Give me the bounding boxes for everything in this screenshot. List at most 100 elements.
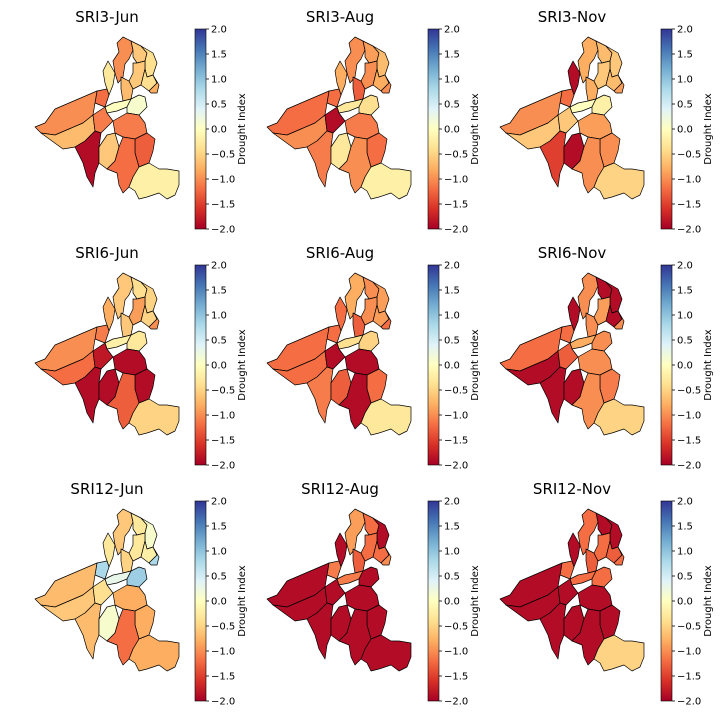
colorbar-gradient xyxy=(660,28,673,230)
sub-basin-9 xyxy=(613,546,625,566)
sub-basin-11 xyxy=(358,94,380,116)
sub-basin-18 xyxy=(599,132,621,168)
colorbar-tick-label: 0.5 xyxy=(444,572,460,583)
map-panel-sri3-aug: SRI3-Aug 2.0 1.5 1.0 0.5 0.0 −0.5 −1.0 −1.5 −2.0 D… xyxy=(266,8,481,236)
colorbar: 2.0 1.5 1.0 0.5 0.0 −0.5 −1.0 −1.5 −2.0 Drought I… xyxy=(660,261,714,472)
colorbar-tick-label: 2.0 xyxy=(677,25,693,36)
map-title: SRI12-Nov xyxy=(533,480,611,498)
sub-basin-9 xyxy=(380,546,392,566)
colorbar-tick-label: 1.5 xyxy=(677,522,693,533)
colorbar-tick-label: −0.5 xyxy=(211,386,235,397)
colorbar-gradient xyxy=(660,264,673,466)
colorbar-gradient xyxy=(660,500,673,702)
colorbar-tick-label: −2.0 xyxy=(444,461,468,472)
basin-map xyxy=(34,508,180,672)
sub-basin-18 xyxy=(134,368,156,404)
map-panel-sri6-nov: SRI6-Nov 2.0 1.5 1.0 0.5 0.0 −0.5 −1.0 −1.5 −2.0 D… xyxy=(499,244,714,472)
colorbar-tick-label: −1.5 xyxy=(677,436,701,447)
map-panel-sri6-aug: SRI6-Aug 2.0 1.5 1.0 0.5 0.0 −0.5 −1.0 −1.5 −2.0 D… xyxy=(266,244,481,472)
sub-basin-11 xyxy=(358,566,380,588)
colorbar-tick-label: 0.5 xyxy=(444,336,460,347)
basin-map xyxy=(499,36,645,200)
sub-basin-18 xyxy=(366,368,388,404)
sub-basin-18 xyxy=(134,604,156,640)
map-title: SRI6-Nov xyxy=(538,244,607,262)
colorbar-tick-label: −1.5 xyxy=(677,200,701,211)
colorbar-tick-label: −1.0 xyxy=(444,647,468,658)
map-title: SRI6-Aug xyxy=(306,244,374,262)
colorbar: 2.0 1.5 1.0 0.5 0.0 −0.5 −1.0 −1.5 −2.0 Drought I… xyxy=(194,25,248,236)
colorbar-tick-label: 0.0 xyxy=(677,125,693,136)
colorbar-gradient xyxy=(427,500,440,702)
sub-basin-2 xyxy=(595,512,613,536)
colorbar-tick-label: 0.0 xyxy=(211,125,227,136)
colorbar-gradient xyxy=(194,264,207,466)
map-panel-sri3-jun: SRI3-Jun 2.0 1.5 1.0 0.5 0.0 −0.5 −1.0 −1.5 −2.0 D… xyxy=(34,8,248,236)
colorbar-label: Drought Index xyxy=(237,93,248,164)
sub-basin-17 xyxy=(344,584,380,612)
map-title: SRI3-Nov xyxy=(538,8,607,26)
sub-basin-20 xyxy=(360,162,412,200)
colorbar-tick-label: −1.0 xyxy=(677,647,701,658)
sub-basin-20 xyxy=(128,162,180,200)
sub-basin-1 xyxy=(577,508,599,556)
colorbar-tick-label: 0.0 xyxy=(677,597,693,608)
colorbar-tick-label: 1.5 xyxy=(444,50,460,61)
colorbar-gradient xyxy=(194,28,207,230)
map-title: SRI12-Jun xyxy=(70,480,143,498)
colorbar-tick-label: −2.0 xyxy=(211,225,235,236)
colorbar-tick-label: −2.0 xyxy=(677,225,701,236)
sub-basin-18 xyxy=(599,368,621,404)
sub-basin-11 xyxy=(126,566,148,588)
colorbar-tick-label: −1.5 xyxy=(677,672,701,683)
colorbar-tick-label: 0.5 xyxy=(211,572,227,583)
colorbar-label: Drought Index xyxy=(703,329,714,400)
colorbar-tick-label: −1.5 xyxy=(444,672,468,683)
sub-basin-11 xyxy=(591,330,613,352)
colorbar-tick-label: −2.0 xyxy=(677,697,701,708)
colorbar: 2.0 1.5 1.0 0.5 0.0 −0.5 −1.0 −1.5 −2.0 Drought I… xyxy=(194,497,248,708)
colorbar-tick-label: 0.0 xyxy=(444,597,460,608)
sub-basin-1 xyxy=(577,36,599,84)
sub-basin-20 xyxy=(593,398,645,436)
sub-basin-9 xyxy=(148,546,160,566)
sub-basin-2 xyxy=(362,512,380,536)
map-panel-sri12-aug: SRI12-Aug 2.0 1.5 1.0 0.5 0.0 −0.5 −1.0 −1.5 −2.0… xyxy=(266,480,481,708)
sub-basin-17 xyxy=(577,584,613,612)
sub-basin-11 xyxy=(591,566,613,588)
sub-basin-1 xyxy=(344,272,366,320)
colorbar-tick-label: 1.0 xyxy=(444,75,460,86)
map-panel-sri12-nov: SRI12-Nov 2.0 1.5 1.0 0.5 0.0 −0.5 −1.0 −1.5 −2.0… xyxy=(499,480,714,708)
colorbar: 2.0 1.5 1.0 0.5 0.0 −0.5 −1.0 −1.5 −2.0 Drought I… xyxy=(194,261,248,472)
colorbar-tick-label: −0.5 xyxy=(677,150,701,161)
colorbar-tick-label: 1.5 xyxy=(677,286,693,297)
map-title: SRI6-Jun xyxy=(75,244,139,262)
sub-basin-2 xyxy=(130,276,148,300)
sub-basin-17 xyxy=(577,112,613,140)
map-title: SRI12-Aug xyxy=(301,480,379,498)
colorbar-label: Drought Index xyxy=(470,329,481,400)
sub-basin-17 xyxy=(112,348,148,376)
colorbar-tick-label: −2.0 xyxy=(444,697,468,708)
sub-basin-2 xyxy=(595,40,613,64)
sub-basin-9 xyxy=(380,74,392,94)
colorbar-tick-label: 2.0 xyxy=(444,497,460,508)
colorbar-tick-label: −0.5 xyxy=(677,622,701,633)
colorbar-tick-label: −0.5 xyxy=(444,386,468,397)
sub-basin-11 xyxy=(591,94,613,116)
sub-basin-17 xyxy=(344,348,380,376)
basin-map xyxy=(266,36,412,200)
map-panel-sri3-nov: SRI3-Nov 2.0 1.5 1.0 0.5 0.0 −0.5 −1.0 −1.5 −2.0 D… xyxy=(499,8,714,236)
sub-basin-2 xyxy=(130,512,148,536)
colorbar-tick-label: −1.5 xyxy=(211,436,235,447)
basin-map xyxy=(266,508,412,672)
colorbar-tick-label: 1.0 xyxy=(677,311,693,322)
sub-basin-2 xyxy=(362,276,380,300)
colorbar-label: Drought Index xyxy=(470,565,481,636)
colorbar-tick-label: 1.5 xyxy=(211,522,227,533)
sub-basin-20 xyxy=(128,634,180,672)
basin-map xyxy=(34,272,180,436)
sub-basin-18 xyxy=(134,132,156,168)
colorbar-tick-label: −2.0 xyxy=(677,461,701,472)
colorbar-tick-label: 1.0 xyxy=(677,547,693,558)
